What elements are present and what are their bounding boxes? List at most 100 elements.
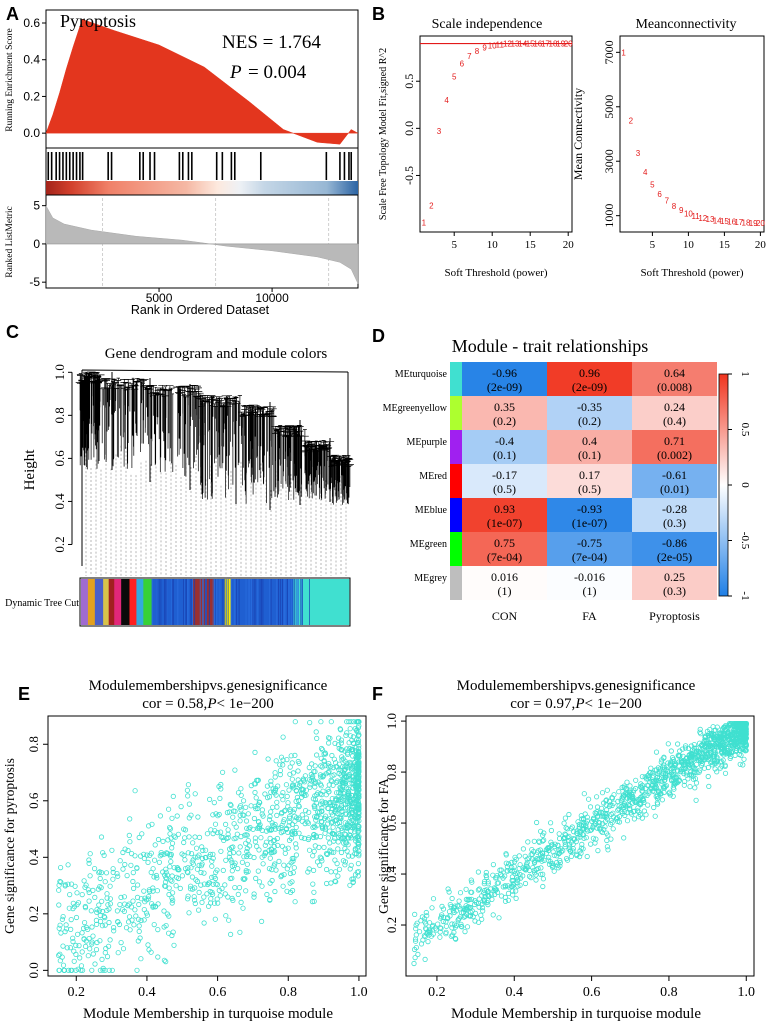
data-point [312,784,318,790]
power-point: 6 [657,190,662,199]
data-point [147,852,153,858]
trait-column-label: FA [582,609,597,623]
data-point [222,891,228,897]
data-point [332,878,338,884]
power-point: 18 [742,219,751,228]
data-point [345,842,351,848]
data-point [692,765,698,771]
data-point [76,942,82,949]
cell-pvalue: (0.5) [493,482,516,496]
data-point [556,831,562,837]
heatmap-cell [462,430,547,464]
data-point [56,925,62,931]
data-point [337,791,344,797]
power-point: 13 [511,40,520,49]
data-point [218,848,224,854]
data-point [63,922,69,928]
data-point [111,928,117,934]
data-point [524,856,530,862]
module-color-segment [121,579,130,625]
data-point [220,867,226,874]
metric-ylabel: Ranked ListMetric [5,206,15,278]
cell-pvalue: (1) [498,584,512,598]
data-point [179,873,185,879]
data-point [284,756,290,763]
data-point [226,854,232,860]
data-point [269,849,275,855]
data-point [479,901,485,908]
data-point [223,913,229,919]
data-point [425,938,431,945]
data-point [351,740,357,747]
data-point [636,809,642,815]
data-point [233,824,239,830]
data-point [212,916,218,922]
power-point: 18 [549,40,558,49]
data-point [99,923,106,929]
data-point [290,770,296,776]
data-point [412,911,418,918]
power-point: 19 [749,219,758,228]
data-point [260,813,266,819]
data-point [136,834,142,841]
data-point [578,850,584,856]
cell-correlation: -0.96 [492,366,517,380]
data-point [707,750,714,756]
metric-tick-label: 5 [33,199,40,213]
data-point [188,850,195,857]
data-point [130,898,136,904]
data-point [547,820,554,826]
data-point [603,798,609,804]
data-point [479,893,485,899]
data-point [292,719,298,725]
data-point [168,877,174,883]
data-point [661,764,667,770]
data-point [306,809,312,815]
data-point [552,841,558,847]
data-point [422,956,428,963]
data-point [535,856,541,863]
data-point [212,828,218,834]
data-point [231,862,237,869]
x-tick-label: 0.4 [138,985,156,1000]
data-point [580,827,586,833]
data-point [238,807,244,813]
data-point [247,824,253,831]
data-point [248,803,254,809]
power-point: 7 [665,197,670,206]
data-point [351,822,357,829]
data-point [146,947,152,953]
module-color-segment [94,579,104,625]
data-point [340,790,347,797]
data-point [452,935,458,942]
data-point [548,839,554,845]
data-point [96,908,103,914]
data-point [229,895,235,902]
data-point [721,752,727,758]
data-point [341,777,347,783]
data-point [330,830,336,837]
data-point [343,732,349,739]
data-point [68,881,75,887]
data-point [235,891,241,898]
data-point [225,831,231,838]
cell-pvalue: (7e-04) [487,550,522,564]
data-point [59,916,66,922]
data-point [324,821,331,827]
data-point [256,847,262,853]
data-point [697,729,703,735]
ranked-metric-area [45,204,359,284]
y-tick-label: 0.4 [26,849,41,866]
data-point [604,844,611,850]
data-point [99,898,105,904]
data-point [326,789,332,795]
data-point [80,967,86,973]
data-point [331,803,337,809]
data-point [468,896,475,902]
data-point [99,956,105,963]
dendrogram-y-tick-label: 0.6 [52,450,67,467]
module-color-frame [79,577,351,627]
data-point [198,869,204,876]
data-point [708,730,715,737]
